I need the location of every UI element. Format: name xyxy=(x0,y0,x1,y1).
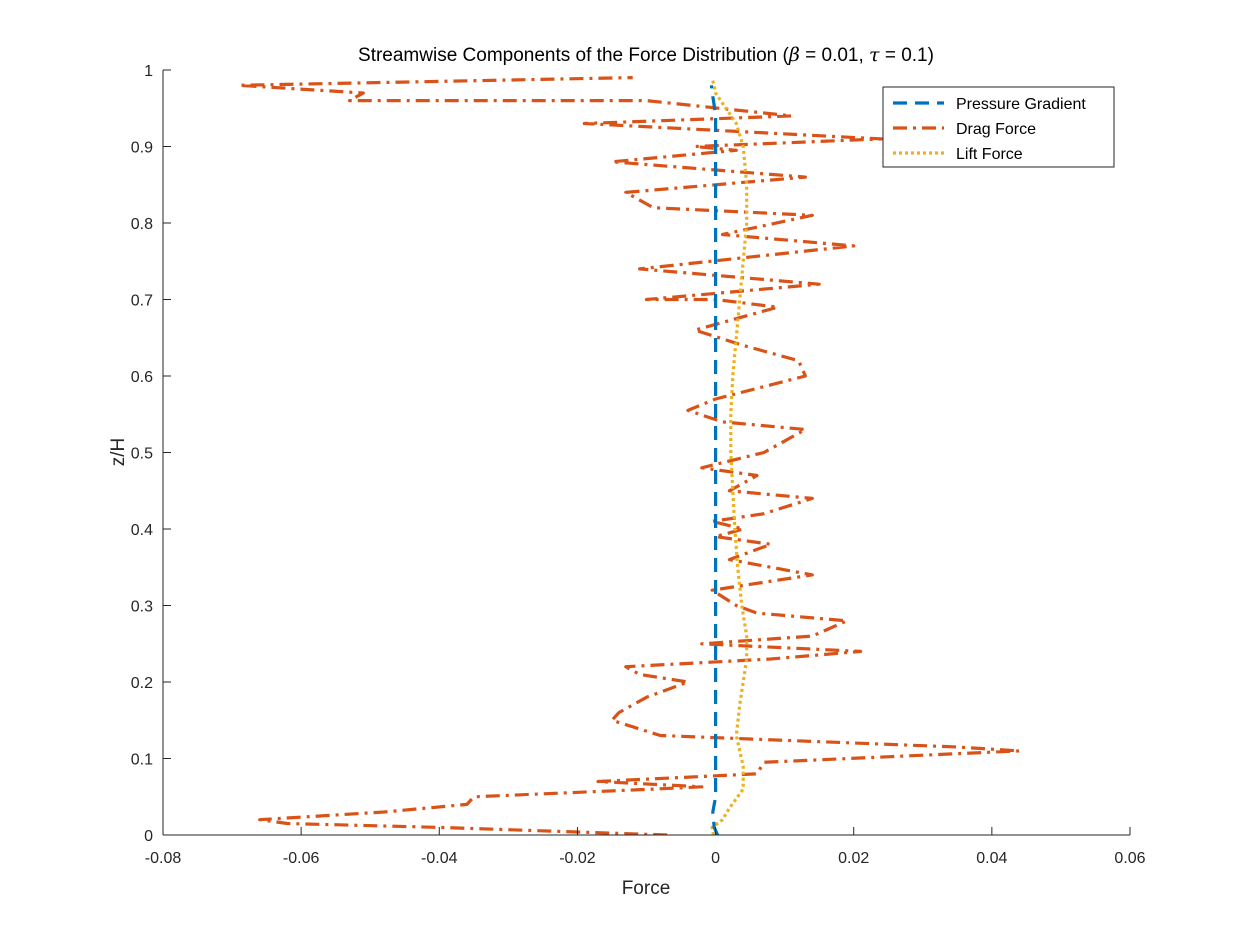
y-tick-label: 0.3 xyxy=(131,599,153,616)
legend-label: Lift Force xyxy=(956,146,1023,163)
series-line-lift-force xyxy=(710,77,749,835)
title-beta-text: = 0.01, xyxy=(800,45,869,66)
x-axis-label: Force xyxy=(622,878,671,899)
y-tick-label: 0.5 xyxy=(131,446,153,463)
title-beta-symbol: β xyxy=(788,44,800,66)
title-tau-text: = 0.1) xyxy=(880,45,934,66)
y-tick-label: 0.1 xyxy=(131,752,153,769)
y-tick-label: 1 xyxy=(144,63,153,80)
x-tick-label: 0 xyxy=(711,850,720,867)
x-tick-label: -0.04 xyxy=(421,850,458,867)
title-tau-symbol: τ xyxy=(869,44,880,66)
x-ticks: -0.08 -0.06 -0.04 -0.02 0 0.02 0.04 0.06 xyxy=(145,827,1146,867)
y-tick-label: 0.7 xyxy=(131,293,153,310)
series-layer xyxy=(237,76,1022,835)
x-tick-label: 0.02 xyxy=(838,850,869,867)
y-axis-label: z/H xyxy=(108,438,129,467)
x-tick-label: 0.04 xyxy=(976,850,1007,867)
legend: Pressure Gradient Drag Force Lift Force xyxy=(882,86,1115,168)
y-tick-label: 0.4 xyxy=(131,522,153,539)
chart-title: Streamwise Components of the Force Distr… xyxy=(358,44,934,66)
legend-label: Drag Force xyxy=(956,121,1036,138)
title-prefix: Streamwise Components of the Force Distr… xyxy=(358,45,790,66)
x-tick-label: -0.08 xyxy=(145,850,182,867)
y-tick-label: 0.9 xyxy=(131,140,153,157)
y-tick-label: 0.2 xyxy=(131,675,153,692)
y-tick-label: 0.8 xyxy=(131,216,153,233)
legend-box xyxy=(882,86,1115,168)
x-tick-label: -0.06 xyxy=(283,850,320,867)
y-ticks: 0 0.1 0.2 0.3 0.4 0.5 0.6 0.7 0.8 0.9 1 xyxy=(131,63,171,845)
y-tick-label: 0.6 xyxy=(131,369,153,386)
series-line-drag-force xyxy=(237,76,1022,835)
y-tick-label: 0 xyxy=(144,828,153,845)
series-line-pressure-gradient xyxy=(709,85,720,835)
x-tick-label: -0.02 xyxy=(559,850,596,867)
legend-label: Pressure Gradient xyxy=(956,96,1086,113)
x-tick-label: 0.06 xyxy=(1114,850,1145,867)
